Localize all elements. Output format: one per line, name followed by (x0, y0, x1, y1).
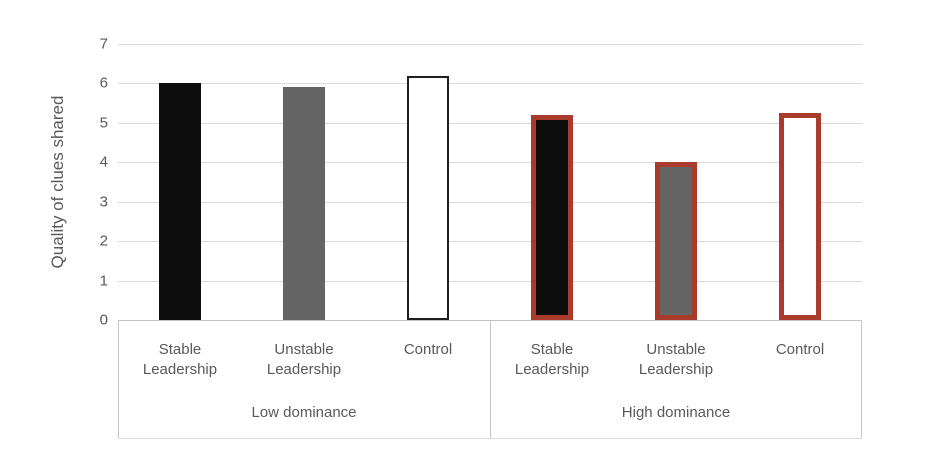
category-label-line: Control (775, 341, 825, 358)
category-label-high-control: Control (730, 340, 870, 360)
y-tick-label: 7 (99, 35, 108, 53)
bar-high-stable (531, 114, 573, 320)
bar-low-stable (159, 83, 201, 320)
category-label-low-unstable: Unstable Leadership (234, 340, 374, 379)
category-label-line: Leadership (266, 360, 342, 378)
gridline (118, 280, 862, 282)
group-label: High dominance (621, 404, 731, 421)
y-tick-label: 4 (99, 153, 108, 171)
axis-group-separator (490, 320, 491, 438)
group-label: Low dominance (251, 404, 357, 421)
category-label-line: Unstable (646, 341, 706, 358)
gridline (118, 201, 862, 203)
category-label-line: Leadership (514, 360, 590, 378)
gridline (118, 162, 862, 164)
category-label-line: Control (403, 341, 453, 358)
category-label-low-control: Control (358, 340, 498, 360)
y-tick-label: 6 (99, 74, 108, 92)
y-axis-title: Quality of clues shared (48, 95, 67, 269)
gridline (118, 44, 862, 45)
plot-area (118, 44, 862, 321)
bar-low-unstable (283, 87, 325, 320)
category-label-line: Leadership (142, 360, 218, 378)
category-label-low-stable: Stable Leadership (110, 340, 250, 379)
category-label-high-stable: Stable Leadership (482, 340, 622, 379)
category-label-line: Stable (158, 341, 202, 358)
gridline (118, 241, 862, 243)
gridline (118, 83, 862, 85)
y-tick-labels: 0 1 2 3 4 5 6 7 (70, 36, 108, 329)
category-label-line: Unstable (274, 341, 334, 358)
bar-low-control (407, 75, 449, 320)
x-axis-area: Stable Leadership Unstable Leadership Contro… (118, 320, 862, 439)
category-label-line: Leadership (638, 360, 714, 378)
bar-high-control (779, 113, 821, 320)
y-tick-label: 2 (99, 232, 108, 250)
axis-group-separator (118, 320, 119, 438)
y-tick-label: 0 (99, 311, 108, 329)
y-tick-label: 1 (99, 272, 108, 290)
category-label-high-unstable: Unstable Leadership (606, 340, 746, 379)
gridline (118, 122, 862, 124)
y-tick-label: 5 (99, 114, 108, 132)
y-tick-label: 3 (99, 193, 108, 211)
bar-high-unstable (655, 162, 697, 320)
category-label-line: Stable (530, 341, 574, 358)
axis-group-separator (861, 320, 862, 438)
